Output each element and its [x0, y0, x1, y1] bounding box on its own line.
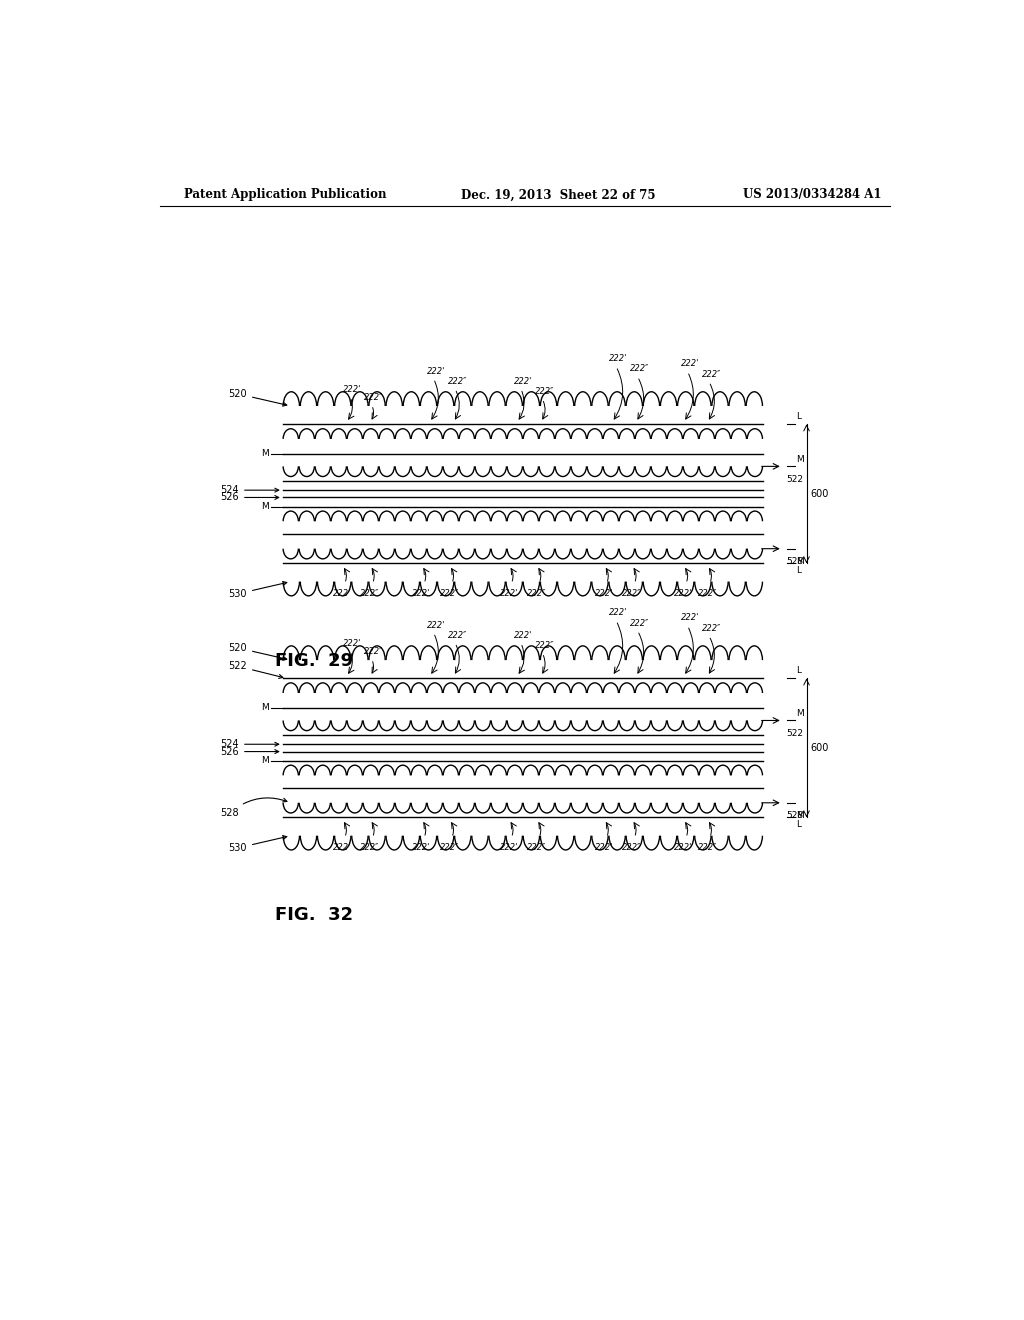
Text: M: M [261, 704, 269, 713]
Text: 222': 222' [427, 620, 445, 630]
Text: 222″: 222″ [360, 589, 380, 598]
Text: 522: 522 [786, 474, 804, 483]
Text: 222': 222' [595, 843, 613, 851]
Text: 222': 222' [343, 385, 361, 393]
Text: US 2013/0334284 A1: US 2013/0334284 A1 [743, 189, 882, 202]
Text: 222″: 222″ [630, 364, 649, 374]
Text: 222': 222' [413, 589, 431, 598]
Text: 222': 222' [514, 376, 532, 385]
Text: 222″: 222″ [697, 589, 717, 598]
Text: 530: 530 [228, 836, 287, 853]
Text: M: M [797, 455, 804, 465]
Text: 600: 600 [811, 743, 828, 752]
Text: 222″: 222″ [360, 843, 380, 851]
Text: 528: 528 [220, 797, 287, 818]
Text: M: M [797, 709, 804, 718]
Text: 524: 524 [220, 739, 279, 750]
Text: 222': 222' [413, 843, 431, 851]
Text: 526: 526 [220, 492, 279, 503]
Text: 222': 222' [595, 589, 613, 598]
Text: 222': 222' [609, 354, 628, 363]
Text: 222': 222' [333, 589, 351, 598]
Text: 530: 530 [228, 582, 287, 599]
Text: M: M [261, 502, 269, 511]
Text: 222″: 222″ [630, 619, 649, 627]
Text: 222': 222' [681, 614, 699, 623]
Text: FIG.  32: FIG. 32 [274, 906, 353, 924]
Text: 222″: 222″ [701, 623, 721, 632]
Text: 222': 222' [500, 843, 518, 851]
Text: 222″: 222″ [623, 843, 642, 851]
Text: L: L [797, 667, 801, 676]
Text: 222': 222' [427, 367, 445, 375]
Text: 222': 222' [500, 589, 518, 598]
Text: 222″: 222″ [447, 631, 467, 640]
Text: 222″: 222″ [527, 843, 547, 851]
Text: L: L [797, 821, 801, 829]
Text: 222': 222' [675, 589, 692, 598]
Text: FIG.  29: FIG. 29 [274, 652, 353, 669]
Text: M: M [797, 557, 804, 566]
Text: Dec. 19, 2013  Sheet 22 of 75: Dec. 19, 2013 Sheet 22 of 75 [461, 189, 655, 202]
Text: 222″: 222″ [697, 843, 717, 851]
Text: M: M [261, 449, 269, 458]
Text: 222″: 222″ [527, 589, 547, 598]
Text: 222″: 222″ [535, 642, 554, 649]
Text: M: M [261, 756, 269, 766]
Text: 222': 222' [343, 639, 361, 648]
Text: 222': 222' [675, 843, 692, 851]
Text: 222': 222' [681, 359, 699, 368]
Text: 222″: 222″ [535, 387, 554, 396]
Text: 222': 222' [514, 631, 532, 640]
Text: Patent Application Publication: Patent Application Publication [183, 189, 386, 202]
Text: 222': 222' [609, 609, 628, 618]
Text: 222″: 222″ [701, 370, 721, 379]
Text: L: L [797, 412, 801, 421]
Text: L: L [797, 566, 801, 576]
Text: 600: 600 [811, 488, 828, 499]
Text: 526: 526 [220, 747, 279, 756]
Text: 222″: 222″ [365, 393, 384, 401]
Text: M: M [797, 810, 804, 820]
Text: 522: 522 [786, 729, 804, 738]
Text: 222': 222' [333, 843, 351, 851]
Text: 222″: 222″ [623, 589, 642, 598]
Text: 522: 522 [228, 661, 283, 678]
Text: 520: 520 [228, 389, 287, 407]
Text: 528: 528 [786, 810, 804, 820]
Text: 528: 528 [786, 557, 804, 566]
Text: 222″: 222″ [365, 647, 384, 656]
Text: 222″: 222″ [439, 843, 459, 851]
Text: 520: 520 [228, 643, 287, 660]
Text: 524: 524 [220, 486, 279, 495]
Text: 222″: 222″ [447, 376, 467, 385]
Text: 222″: 222″ [439, 589, 459, 598]
